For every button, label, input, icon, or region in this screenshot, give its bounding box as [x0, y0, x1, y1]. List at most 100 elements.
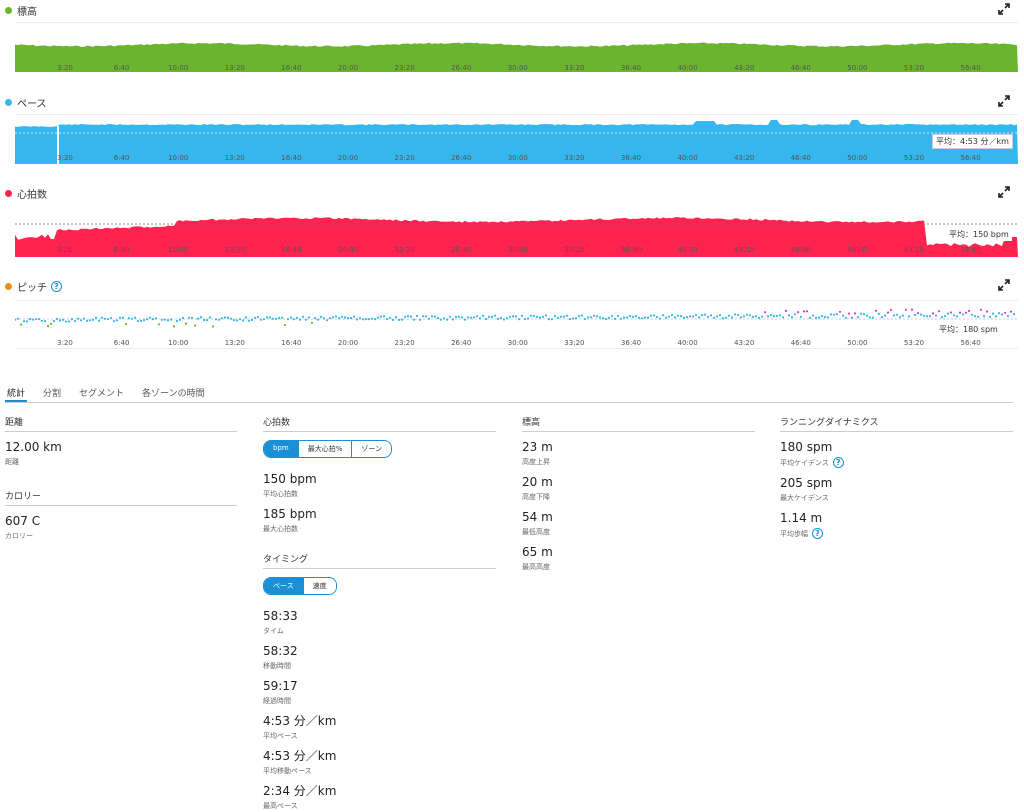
- cadence-point: [703, 313, 707, 316]
- cadence-point: [664, 316, 668, 319]
- time-tick-label: 50:00: [847, 339, 868, 347]
- timing-speed-option[interactable]: 速度: [302, 578, 336, 594]
- time-tick-label: 13:20: [224, 64, 245, 72]
- cadence-point: [217, 318, 221, 321]
- cadence-point: [742, 315, 746, 318]
- expand-icon[interactable]: [998, 3, 1010, 15]
- tab-splits[interactable]: 分割: [43, 389, 62, 399]
- timing-pace-option[interactable]: ペース: [264, 578, 303, 594]
- cadence-point: [52, 319, 56, 323]
- cadence-point: [901, 314, 905, 317]
- cadence-point: [577, 315, 581, 318]
- cadence-point: [268, 316, 272, 319]
- cadence-point: [595, 315, 599, 318]
- cadence-point: [880, 316, 884, 319]
- cadence-point: [166, 319, 170, 322]
- cadence-point: [388, 316, 392, 319]
- cadence-point: [838, 310, 842, 313]
- cadence-point: [874, 309, 878, 312]
- cadence-point: [910, 308, 914, 311]
- cadence-point: [721, 317, 725, 320]
- time-tick-label: 40:00: [677, 339, 698, 347]
- time-tick-label: 10:00: [168, 339, 189, 347]
- cadence-point: [847, 312, 851, 315]
- help-icon[interactable]: ?: [812, 528, 823, 539]
- expand-icon[interactable]: [998, 186, 1010, 198]
- cadence-point: [67, 320, 71, 323]
- cadence-point: [175, 319, 179, 323]
- cadence-point: [397, 318, 401, 321]
- cadence-point: [688, 315, 692, 318]
- cadence-point: [142, 319, 146, 322]
- cadence-point: [202, 318, 206, 322]
- cadence-point: [418, 318, 422, 321]
- time-tick-label: 6:40: [113, 154, 130, 162]
- cadence-point: [286, 318, 290, 321]
- avg-cadence-label: 平均ケイデンス: [780, 458, 829, 467]
- pace-average-label: 平均：4:53 分／km: [932, 134, 1013, 149]
- hr-max-percent-option[interactable]: 最大心拍%: [297, 441, 352, 457]
- cadence-point: [772, 315, 776, 318]
- cadence-point: [565, 314, 569, 317]
- tab-time-in-zones[interactable]: 各ゾーンの時間: [142, 389, 205, 399]
- help-icon[interactable]: ?: [832, 457, 844, 468]
- cadence-point: [358, 317, 362, 320]
- cadence-point: [226, 316, 230, 319]
- cadence-point: [100, 316, 104, 319]
- calories-section-title: カロリー: [5, 489, 237, 506]
- avg-stride-length-stat: 1.14 m 平均歩幅?: [780, 511, 1013, 539]
- cadence-point: [160, 318, 164, 321]
- heart-rate-plot: [15, 207, 1018, 257]
- tab-segments[interactable]: セグメント: [79, 389, 125, 399]
- avg-moving-pace-label: 平均移動ペース: [263, 767, 312, 775]
- time-tick-label: 30:00: [507, 64, 528, 72]
- cadence-point: [532, 314, 536, 318]
- cadence-point: [730, 316, 734, 319]
- hr-zone-option[interactable]: ゾーン: [351, 441, 392, 457]
- hr-bpm-option[interactable]: bpm: [264, 441, 298, 457]
- cadence-point: [826, 316, 830, 319]
- cadence-point: [745, 313, 749, 316]
- cadence-point: [361, 318, 365, 321]
- cadence-point: [784, 309, 788, 312]
- cadence-point: [568, 318, 572, 321]
- time-label: タイム: [263, 627, 284, 635]
- cadence-point: [562, 315, 566, 318]
- cadence-scatter: [15, 308, 1018, 328]
- cadence-point: [478, 317, 482, 320]
- help-icon[interactable]: ?: [51, 281, 62, 292]
- cadence-point: [196, 317, 200, 320]
- time-tick-label: 13:20: [224, 339, 245, 347]
- expand-icon[interactable]: [998, 279, 1010, 291]
- cadence-point: [700, 314, 704, 317]
- cadence-point: [472, 316, 476, 319]
- cadence-point: [79, 319, 83, 322]
- cadence-point: [106, 318, 110, 321]
- cadence-point: [496, 317, 500, 320]
- cadence-point: [877, 312, 881, 315]
- timing-section-title: タイミング: [263, 552, 496, 569]
- time-tick-label: 46:40: [790, 246, 811, 254]
- cadence-chart: ピッチ ? 平均：180 spm 3:20 6:40 10:00 13:20 16:40…: [0, 276, 1024, 356]
- cadence-point: [709, 314, 713, 317]
- time-tick-label: 53:20: [903, 154, 925, 162]
- cadence-point: [559, 315, 563, 318]
- cadence-point: [490, 315, 494, 318]
- cadence-point: [307, 316, 311, 319]
- cadence-point: [31, 318, 35, 321]
- time-tick-label: 50:00: [847, 154, 868, 162]
- tab-stats[interactable]: 統計: [5, 383, 28, 402]
- cadence-point: [883, 314, 887, 317]
- min-elevation-label: 最低高度: [522, 528, 550, 536]
- cadence-point: [931, 312, 935, 315]
- time-tick-label: 10:00: [168, 64, 189, 72]
- max-elevation-stat: 65 m 最高高度: [522, 545, 755, 572]
- avg-stride-length-label: 平均歩幅: [780, 529, 808, 538]
- avg-pace-value: 4:53 分／km: [263, 714, 337, 728]
- expand-icon[interactable]: [998, 95, 1010, 107]
- time-tick-label: 36:40: [620, 154, 642, 162]
- cadence-point: [469, 316, 473, 319]
- cadence-point: [892, 314, 896, 317]
- cadence-point: [970, 313, 974, 316]
- cadence-point: [34, 318, 38, 321]
